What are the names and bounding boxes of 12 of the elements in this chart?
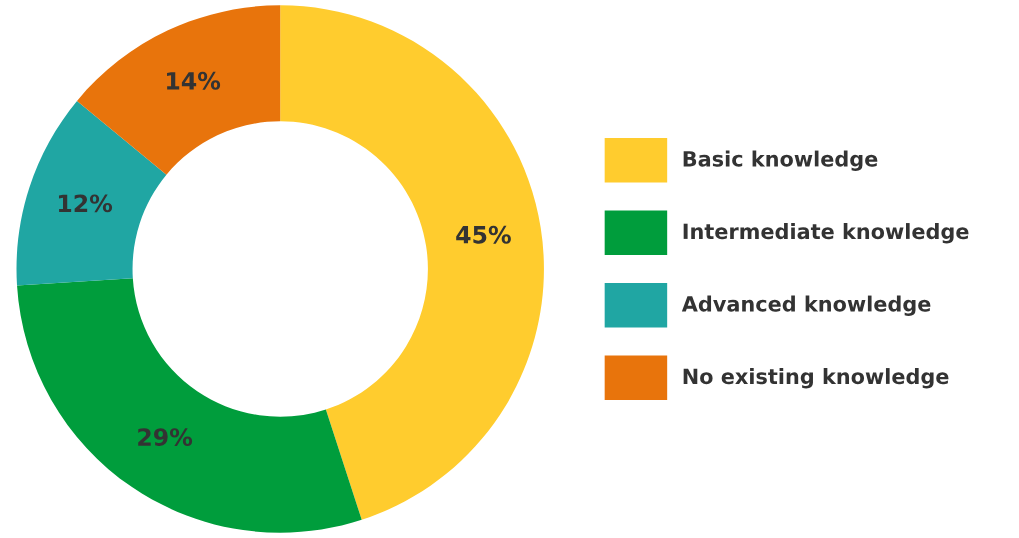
donut-slice — [77, 5, 281, 175]
data-label: 29% — [138, 428, 193, 446]
legend-label: No existing knowledge — [683, 368, 949, 389]
donut-slice — [17, 278, 362, 533]
data-label: 12% — [58, 194, 113, 213]
legend-label: Intermediate knowledge — [683, 223, 969, 244]
data-label: 14% — [167, 71, 221, 90]
data-label: 45% — [456, 225, 511, 244]
legend-label: Advanced knowledge — [681, 295, 931, 316]
donut-slice — [16, 100, 167, 286]
donut-slice — [280, 5, 544, 520]
legend-label: Basic knowledge — [683, 150, 878, 171]
